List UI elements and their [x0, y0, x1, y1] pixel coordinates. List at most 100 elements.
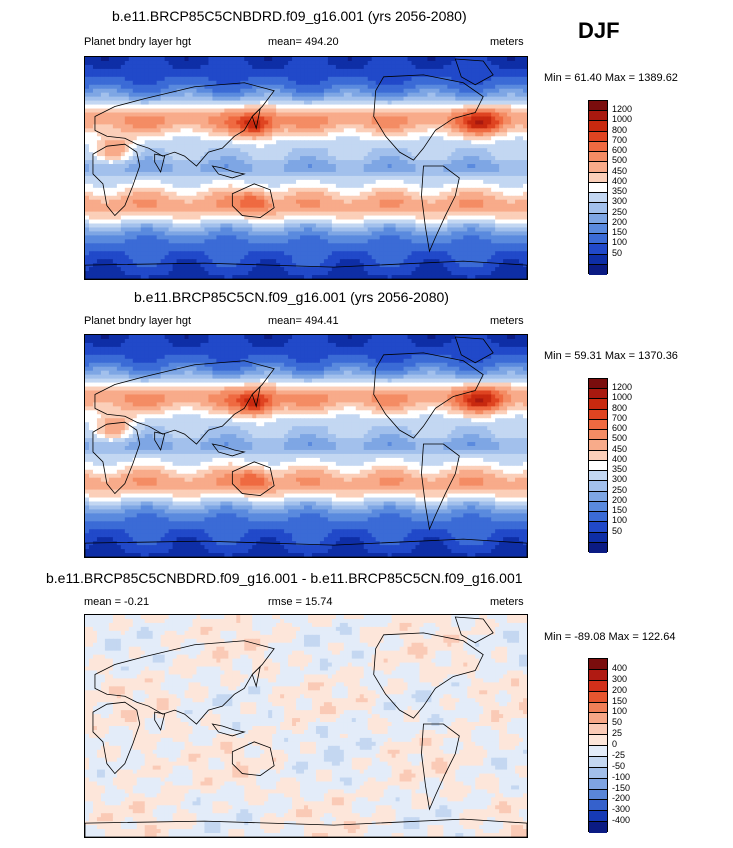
- colorbar-box: [589, 131, 607, 142]
- colorbar-level-label: 300: [612, 673, 628, 684]
- colorbar-box: [589, 789, 607, 801]
- panel-1-colorbar: [588, 100, 608, 275]
- coastline: [373, 632, 484, 719]
- colorbar-level-label: 200: [612, 494, 628, 505]
- coastline: [251, 107, 261, 130]
- colorbar-box: [589, 264, 607, 275]
- colorbar-level-label: 600: [612, 145, 628, 156]
- panel-1-variable-label: Planet bndry layer hgt: [84, 36, 192, 48]
- colorbar-level-label: -400: [612, 815, 631, 826]
- colorbar-level-label: -25: [612, 749, 626, 760]
- colorbar-box: [589, 691, 607, 703]
- colorbar-box: [589, 203, 607, 214]
- colorbar-box: [589, 713, 607, 725]
- colorbar-level-label: 1000: [612, 114, 633, 125]
- colorbar-box: [589, 542, 607, 553]
- colorbar-level-label: 150: [612, 227, 628, 238]
- colorbar-box: [589, 811, 607, 823]
- colorbar-level-label: 450: [612, 165, 628, 176]
- colorbar-box: [589, 735, 607, 746]
- colorbar-level-label: 0: [612, 739, 618, 749]
- colorbar-level-label: 250: [612, 206, 628, 217]
- coastline: [421, 443, 460, 531]
- colorbar-box: [589, 491, 607, 502]
- colorbar-level-label: 100: [612, 237, 628, 248]
- colorbar-box: [589, 379, 607, 390]
- colorbar-box: [589, 756, 607, 768]
- coastline: [421, 723, 460, 811]
- colorbar-box: [589, 223, 607, 235]
- colorbar-level-label: 100: [612, 515, 628, 526]
- colorbar-box: [589, 481, 607, 492]
- colorbar-level-label: 50: [612, 247, 623, 258]
- colorbar-level-label: 700: [612, 412, 628, 423]
- map-field: [85, 335, 527, 557]
- colorbar-box: [589, 193, 607, 204]
- panel-3-rmse-label: rmse = 15.74: [268, 596, 333, 608]
- colorbar-box: [589, 659, 607, 670]
- colorbar-box: [589, 460, 607, 472]
- colorbar-box: [589, 669, 607, 681]
- colorbar-level-label: 400: [612, 453, 628, 464]
- panel-3-colorbar: [588, 658, 608, 833]
- colorbar-box: [589, 702, 607, 714]
- colorbar-level-label: 350: [612, 186, 628, 197]
- colorbar-box: [589, 111, 607, 122]
- colorbar-box: [589, 430, 607, 441]
- colorbar-box: [589, 254, 607, 265]
- panel-2-colorbar: [588, 378, 608, 553]
- panel-3-min-max: Min = -89.08 Max = 122.64: [544, 631, 676, 643]
- colorbar-level-label: 600: [612, 423, 628, 434]
- panel-1-units-label: meters: [490, 36, 524, 48]
- colorbar-box: [589, 141, 607, 153]
- coastline: [154, 153, 166, 173]
- panel-2-variable-label: Planet bndry layer hgt: [84, 315, 192, 327]
- map-field: [85, 57, 527, 279]
- panel-3-units-label: meters: [490, 596, 524, 608]
- colorbar-box: [589, 172, 607, 183]
- coastline: [454, 616, 494, 644]
- colorbar-level-label: 800: [612, 124, 628, 135]
- colorbar-box: [589, 182, 607, 194]
- colorbar-level-label: 150: [612, 695, 628, 706]
- colorbar-level-label: 1000: [612, 392, 633, 403]
- colorbar-level-label: 100: [612, 706, 628, 717]
- colorbar-box: [589, 778, 607, 790]
- coastline: [92, 421, 141, 495]
- coastline: [94, 640, 275, 725]
- colorbar-box: [589, 213, 607, 224]
- coastline: [251, 385, 261, 408]
- colorbar-box: [589, 746, 607, 757]
- colorbar-level-label: 1200: [612, 382, 633, 393]
- coastline: [211, 443, 246, 457]
- colorbar-box: [589, 162, 607, 173]
- colorbar-box: [589, 471, 607, 482]
- coastline: [92, 143, 141, 217]
- colorbar-level-label: 200: [612, 216, 628, 227]
- panel-2-min-max: Min = 59.31 Max = 1370.36: [544, 350, 678, 362]
- panel-3-mean-label: mean = -0.21: [84, 596, 150, 608]
- coastline: [94, 360, 275, 445]
- coastline: [85, 260, 527, 279]
- colorbar-level-label: 50: [612, 717, 623, 728]
- colorbar-level-label: 700: [612, 134, 628, 145]
- coastline: [373, 74, 484, 161]
- panel-2-units-label: meters: [490, 315, 524, 327]
- colorbar-box: [589, 532, 607, 543]
- colorbar-box: [589, 767, 607, 779]
- coastline: [231, 183, 275, 218]
- colorbar-box: [589, 440, 607, 451]
- panel-2-mean-label: mean= 494.41: [268, 315, 339, 327]
- colorbar-level-label: 500: [612, 433, 628, 444]
- coastline: [154, 711, 166, 731]
- colorbar-box: [589, 450, 607, 461]
- colorbar-level-label: -50: [612, 760, 626, 771]
- colorbar-level-label: 50: [612, 525, 623, 536]
- colorbar-box: [589, 724, 607, 736]
- coastline: [231, 461, 275, 496]
- colorbar-box: [589, 522, 607, 533]
- colorbar-box: [589, 389, 607, 400]
- colorbar-box: [589, 512, 607, 523]
- colorbar-level-label: 250: [612, 484, 628, 495]
- colorbar-level-label: 300: [612, 196, 628, 207]
